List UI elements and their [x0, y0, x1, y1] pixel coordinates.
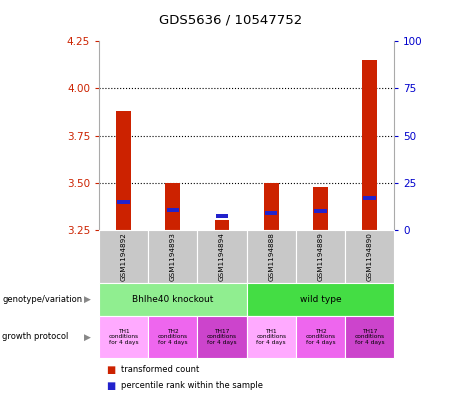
Bar	[166, 208, 179, 212]
Text: TH1
conditions
for 4 days: TH1 conditions for 4 days	[109, 329, 139, 345]
Bar	[116, 111, 131, 230]
Text: wild type: wild type	[300, 295, 341, 304]
Text: genotype/variation: genotype/variation	[2, 295, 83, 304]
Bar	[118, 200, 130, 204]
Text: ■: ■	[106, 365, 115, 375]
Bar	[216, 214, 228, 218]
Text: TH2
conditions
for 4 days: TH2 conditions for 4 days	[158, 329, 188, 345]
Bar	[362, 60, 377, 230]
Text: TH1
conditions
for 4 days: TH1 conditions for 4 days	[256, 329, 286, 345]
Text: GSM1194893: GSM1194893	[170, 232, 176, 281]
Bar	[363, 196, 376, 200]
Text: ▶: ▶	[84, 332, 91, 342]
Text: ▶: ▶	[84, 295, 91, 304]
Text: GSM1194894: GSM1194894	[219, 232, 225, 281]
Bar	[215, 220, 230, 230]
Text: GSM1194892: GSM1194892	[121, 232, 127, 281]
Text: TH17
conditions
for 4 days: TH17 conditions for 4 days	[207, 329, 237, 345]
Text: TH2
conditions
for 4 days: TH2 conditions for 4 days	[305, 329, 336, 345]
Text: GSM1194888: GSM1194888	[268, 232, 274, 281]
Text: GSM1194889: GSM1194889	[317, 232, 324, 281]
Text: ■: ■	[106, 381, 115, 391]
Text: TH17
conditions
for 4 days: TH17 conditions for 4 days	[355, 329, 384, 345]
Text: GSM1194890: GSM1194890	[366, 232, 372, 281]
Text: transformed count: transformed count	[121, 365, 200, 374]
Bar	[265, 211, 278, 215]
Text: GDS5636 / 10547752: GDS5636 / 10547752	[159, 14, 302, 27]
Text: Bhlhe40 knockout: Bhlhe40 knockout	[132, 295, 213, 304]
Text: percentile rank within the sample: percentile rank within the sample	[121, 381, 263, 390]
Bar	[264, 183, 278, 230]
Bar	[165, 183, 180, 230]
Bar	[313, 187, 328, 230]
Bar	[314, 209, 327, 213]
Text: growth protocol: growth protocol	[2, 332, 69, 342]
